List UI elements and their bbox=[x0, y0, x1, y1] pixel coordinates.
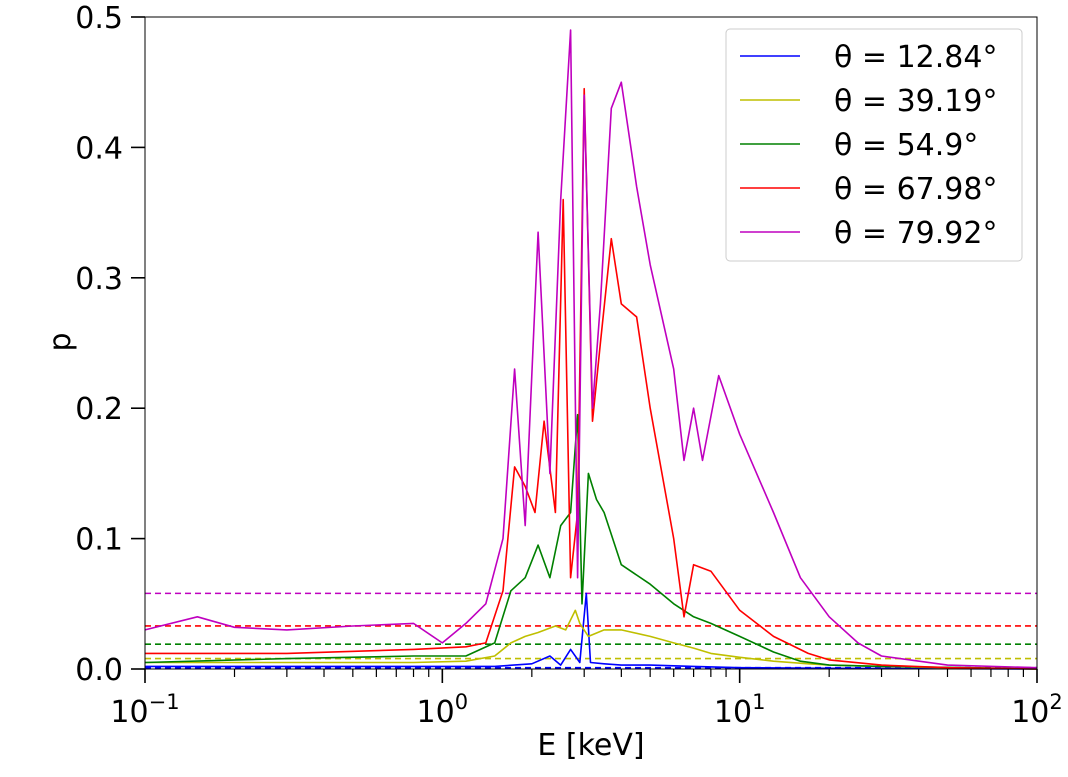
x-tick-exponent: −1 bbox=[149, 690, 180, 714]
x-axis-label: E [keV] bbox=[537, 728, 644, 763]
legend-label-1: θ = 39.19° bbox=[834, 84, 997, 119]
series-line-0 bbox=[145, 592, 1038, 670]
x-tick-exponent: 1 bbox=[752, 690, 765, 714]
y-tick-label: 0.0 bbox=[75, 653, 123, 688]
legend-label-2: θ = 54.9° bbox=[834, 128, 978, 163]
series-line-2 bbox=[144, 413, 1038, 670]
x-tick-label: 100 bbox=[417, 690, 469, 730]
series-line-1 bbox=[145, 609, 1038, 670]
x-tick-base: 10 bbox=[110, 695, 148, 730]
y-axis-label: p bbox=[43, 332, 78, 351]
x-tick-base: 10 bbox=[417, 695, 455, 730]
x-tick-exponent: 0 bbox=[455, 690, 468, 714]
y-tick-label: 0.2 bbox=[75, 392, 123, 427]
axes: 0.00.10.20.30.40.510−1 100 101 102 bbox=[75, 1, 1063, 730]
legend-box bbox=[725, 28, 1023, 262]
series-line-3 bbox=[145, 87, 1038, 670]
x-tick-label: 10−1 bbox=[110, 690, 179, 730]
x-tick-exponent: 2 bbox=[1049, 690, 1062, 714]
y-tick-label: 0.1 bbox=[75, 523, 123, 558]
x-tick-label: 102 bbox=[1011, 690, 1063, 730]
plot-area bbox=[144, 29, 1038, 670]
legend-label-4: θ = 79.92° bbox=[834, 216, 997, 251]
legend-label-3: θ = 67.98° bbox=[834, 172, 997, 207]
legend: θ = 12.84° θ = 39.19° θ = 54.9° θ = 67.98° θ… bbox=[725, 28, 1023, 262]
x-tick-base: 10 bbox=[714, 695, 752, 730]
plot-frame bbox=[144, 16, 1038, 670]
y-tick-label: 0.5 bbox=[75, 1, 123, 36]
y-tick-label: 0.4 bbox=[75, 131, 123, 166]
x-tick-base: 10 bbox=[1011, 695, 1049, 730]
legend-label-0: θ = 12.84° bbox=[834, 40, 997, 75]
x-tick-label: 101 bbox=[714, 690, 766, 730]
series-line-4 bbox=[144, 29, 1038, 669]
y-tick-label: 0.3 bbox=[75, 262, 123, 297]
